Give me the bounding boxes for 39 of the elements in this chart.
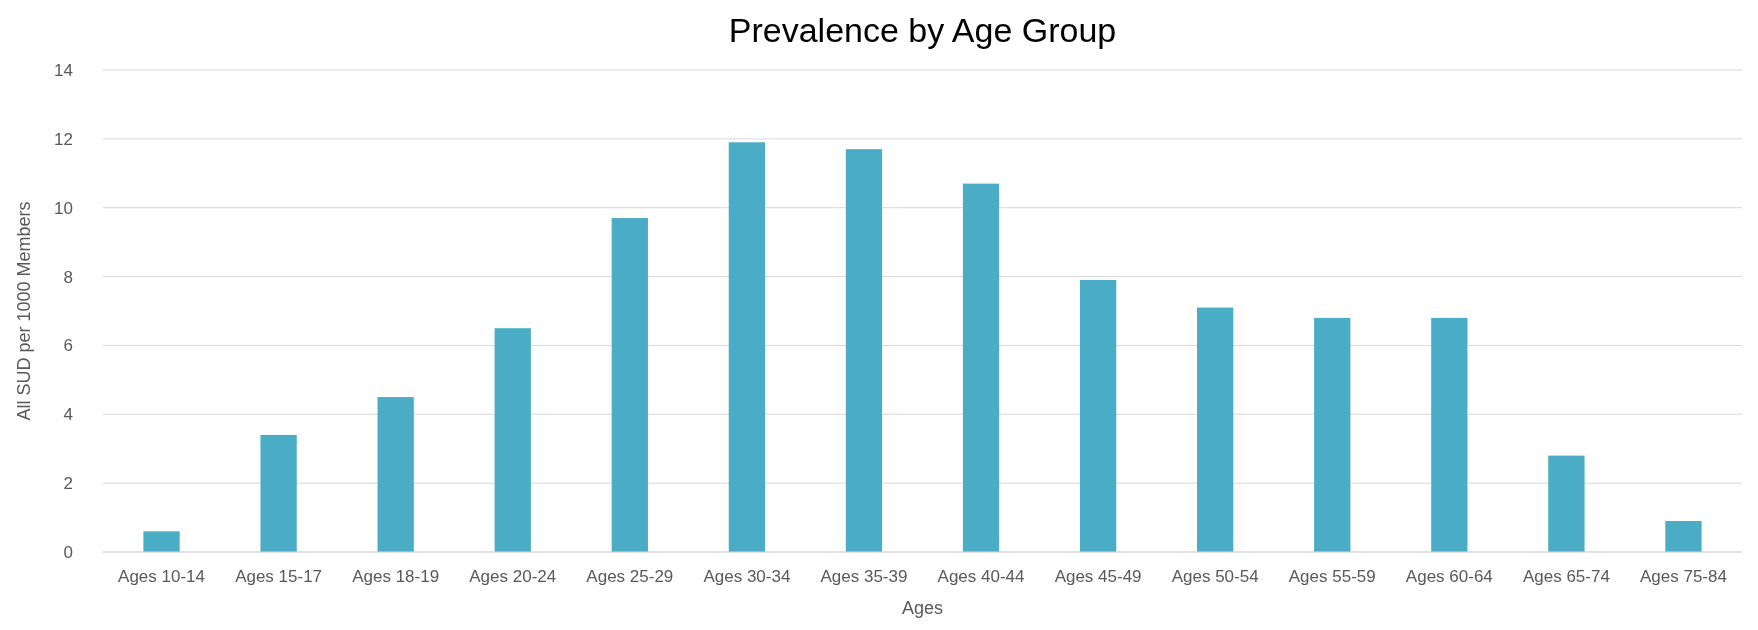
x-tick-label: Ages 75-84 (1639, 567, 1727, 586)
x-tick-label: Ages 20-24 (469, 567, 557, 586)
y-tick-label: 6 (63, 336, 73, 356)
bar (1431, 317, 1468, 552)
bar (1548, 455, 1585, 552)
x-tick-label: Ages 30-34 (703, 567, 791, 586)
x-tick-label: Ages 25-29 (586, 567, 674, 586)
x-tick-label: Ages 15-17 (235, 567, 323, 586)
x-tick-label: Ages 40-44 (937, 567, 1025, 586)
x-tick-label: Ages 60-64 (1405, 567, 1493, 586)
y-tick-label: 8 (63, 267, 73, 287)
x-tick-label: Ages 10-14 (118, 567, 206, 586)
bar (143, 531, 180, 552)
y-axis-title: All SUD per 1000 Members (14, 201, 34, 421)
bar (494, 328, 531, 552)
y-tick-label: 14 (54, 60, 73, 80)
bar (260, 434, 297, 552)
x-tick-label: Ages 65-74 (1522, 567, 1610, 586)
bar (728, 142, 766, 552)
y-tick-label: 12 (54, 129, 73, 149)
x-tick-label: Ages 45-49 (1054, 567, 1142, 586)
bar (377, 397, 414, 552)
bar (962, 183, 1000, 552)
x-axis-title: Ages (901, 598, 944, 618)
bar (1665, 521, 1702, 552)
bar (1197, 307, 1234, 552)
bar (845, 149, 883, 552)
y-tick-label: 4 (63, 405, 73, 425)
bar (1314, 317, 1351, 552)
x-tick-label: Ages 18-19 (352, 567, 440, 586)
chart-title: Prevalence by Age Group (728, 11, 1117, 49)
bar (611, 218, 648, 552)
y-tick-label: 10 (54, 198, 73, 218)
y-tick-label: 2 (63, 474, 73, 494)
x-tick-label: Ages 35-39 (820, 567, 908, 586)
x-tick-label: Ages 50-54 (1171, 567, 1259, 586)
x-tick-label: Ages 55-59 (1288, 567, 1376, 586)
bar (1079, 280, 1117, 552)
y-tick-label: 0 (63, 542, 73, 562)
